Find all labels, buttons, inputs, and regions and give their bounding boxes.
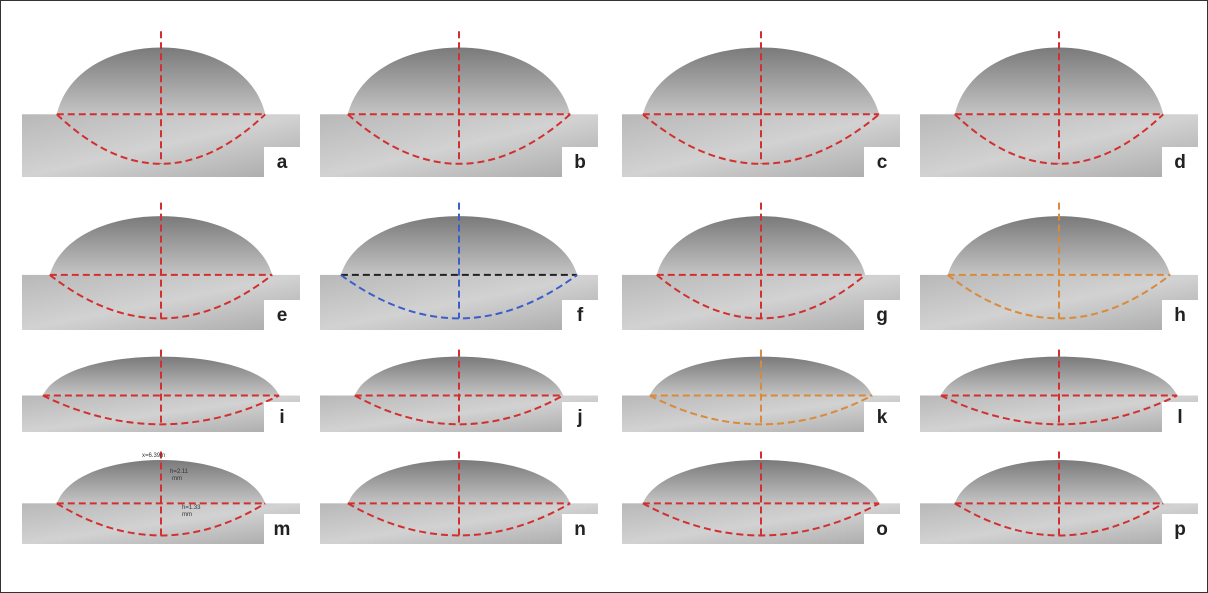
panel-label: h <box>1174 305 1186 326</box>
panel-label: l <box>1177 407 1182 428</box>
panel-label: i <box>279 407 284 428</box>
measurement-annotation: x=6.39m <box>142 453 165 459</box>
panel-label: d <box>1174 152 1186 173</box>
substrate <box>320 396 598 432</box>
panel-label: k <box>877 407 888 428</box>
panel-label: f <box>577 305 584 326</box>
substrate <box>622 396 900 432</box>
panel-label: e <box>277 305 288 326</box>
panel-label: b <box>574 152 586 173</box>
measurement-annotation: h=1.33 <box>182 505 201 511</box>
panel-label: p <box>1174 519 1186 540</box>
panel-label: n <box>574 519 586 540</box>
panel-label: g <box>876 305 888 326</box>
figure: abcdefghijklmnopx=6.39mh=2.11mmh=1.33mm <box>0 0 1208 593</box>
panel-label: m <box>274 519 291 540</box>
panel-label: c <box>877 152 888 173</box>
measurement-annotation: mm <box>182 512 192 518</box>
substrate <box>920 396 1198 432</box>
panel-label: a <box>277 152 288 173</box>
substrate <box>22 396 300 432</box>
panel-label: j <box>576 407 582 428</box>
measurement-annotation: h=2.11 <box>170 469 189 475</box>
panel-label: o <box>876 519 888 540</box>
measurement-annotation: mm <box>172 476 182 482</box>
